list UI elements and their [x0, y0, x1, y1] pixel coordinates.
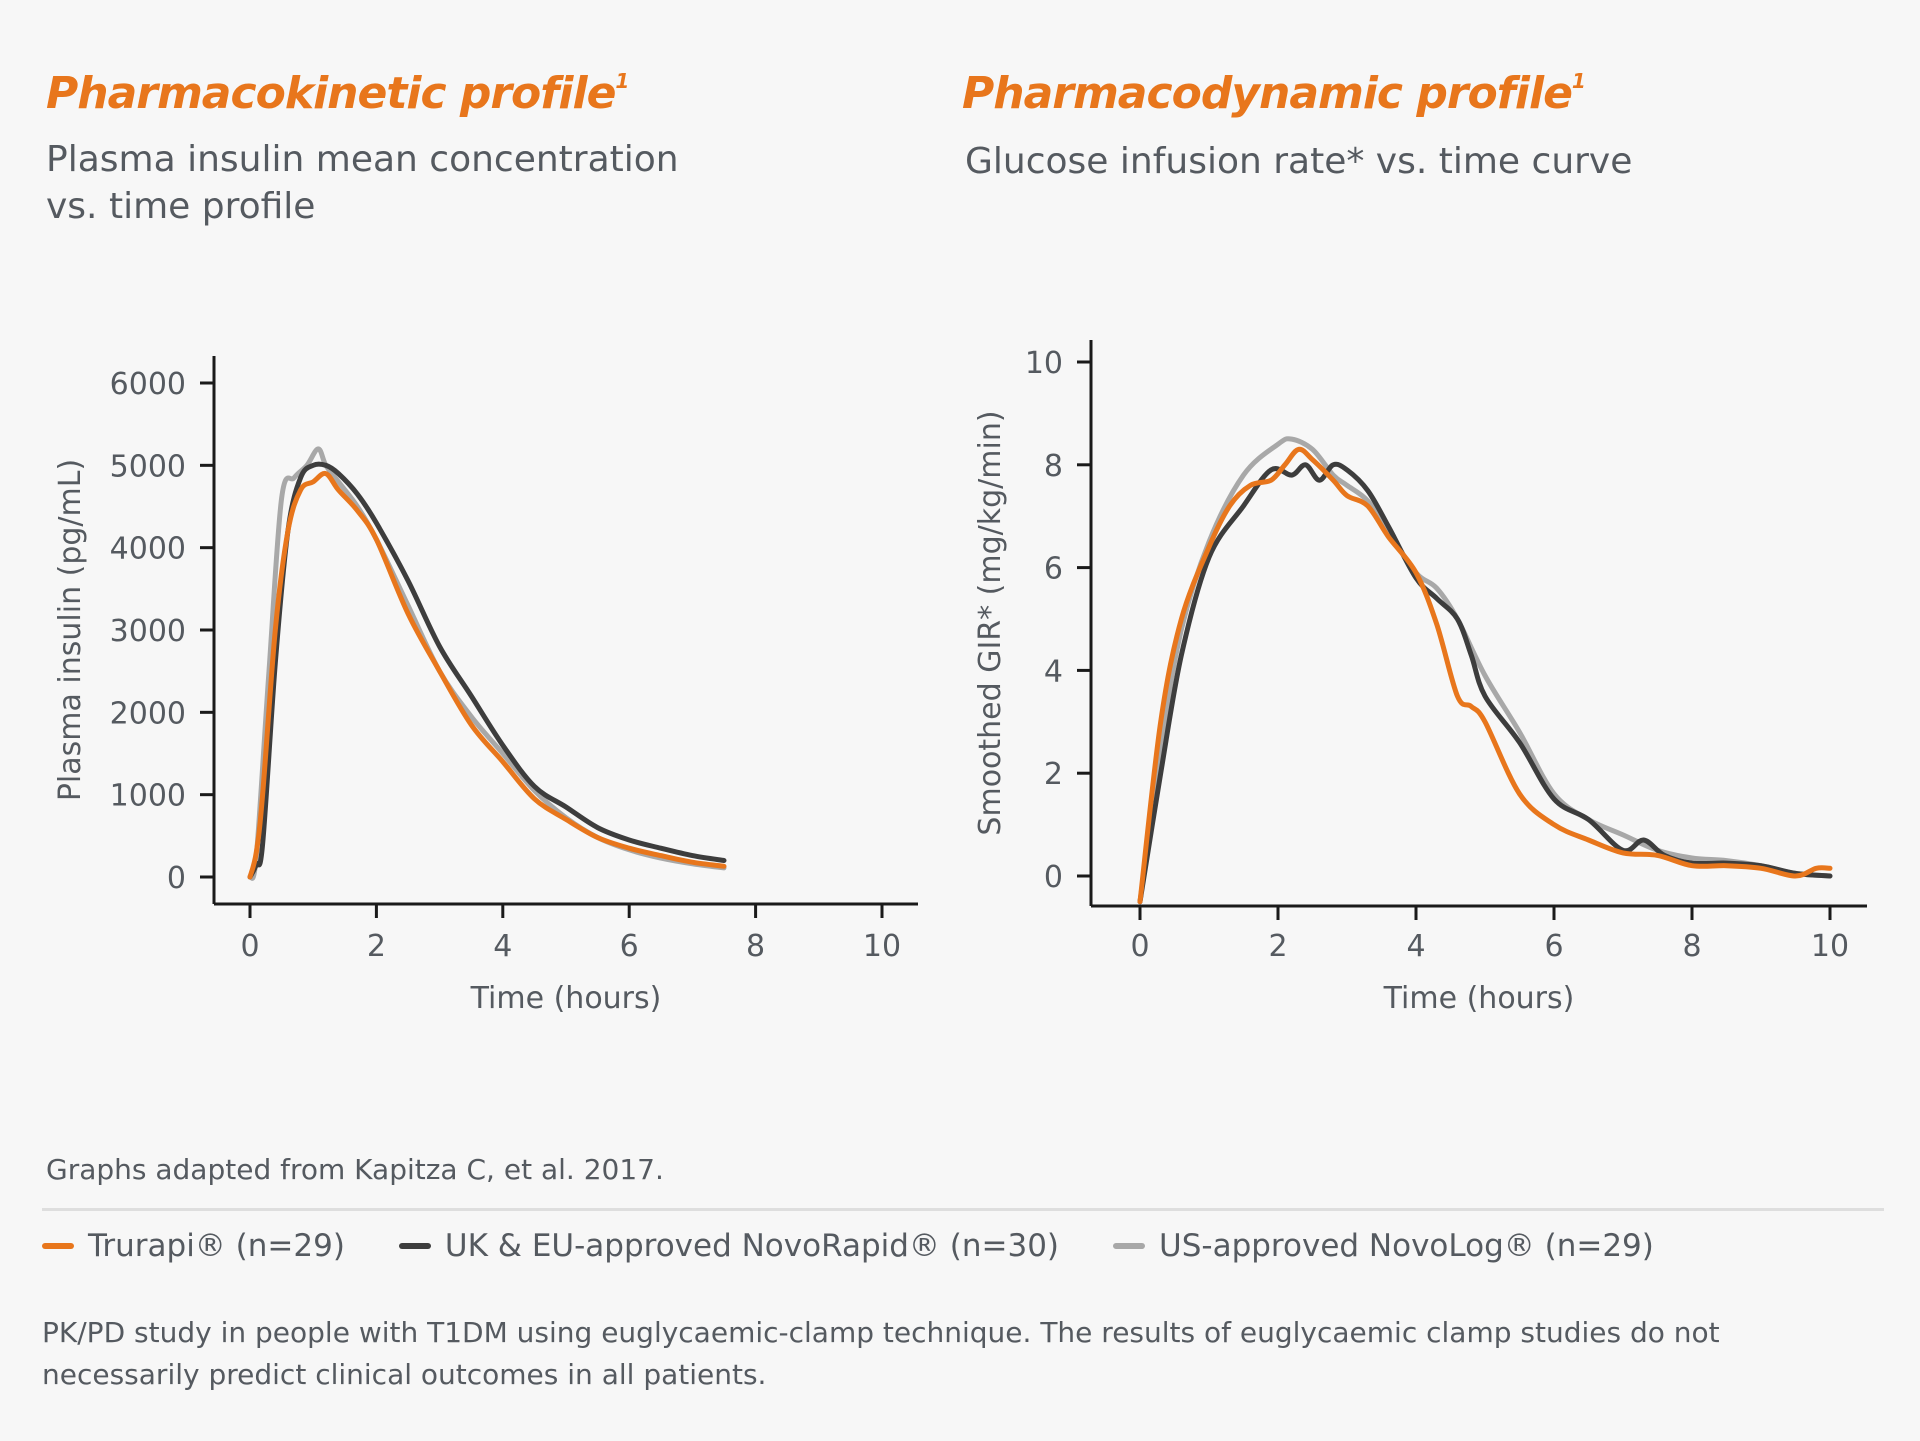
pk-x-tick-label: 6: [620, 929, 639, 964]
pk-y-tick-label: 3000: [110, 614, 186, 649]
pk-title-text: Pharmacokinetic profile: [46, 68, 616, 119]
legend-item-novorapid: UK & EU-approved NovoRapid® (n=30): [398, 1228, 1060, 1264]
pk-y-tick-label: 2000: [110, 696, 186, 731]
pk-series-line-2: [247, 470, 727, 880]
pd-y-axis-title: Smoothed GIR* (mg/kg/min): [973, 410, 1008, 835]
legend-item-trurapi: Trurapi® (n=29): [42, 1228, 345, 1264]
legend-swatch-novorapid: [398, 1243, 431, 1249]
pd-x-tick-label: 6: [1544, 929, 1563, 964]
pd-chart: 0 2 4 6 8 10 0 2 4 6 8 10 Time (hours) Smoothed GIR* …: [973, 340, 1867, 1016]
pd-y-tick-label: 4: [1044, 654, 1063, 689]
pk-subtitle: Plasma insulin mean concentration vs. ti…: [46, 139, 679, 227]
pk-y-tick-label: 0: [167, 861, 186, 896]
pk-title: Pharmacokinetic profile1: [46, 68, 629, 119]
pk-title-footnote-mark: 1: [615, 69, 629, 94]
divider: [42, 1208, 1884, 1211]
pk-chart: 0 1000 2000 3000 4000 5000 6000 0 2 4 6 8 10 Time (ho…: [53, 356, 918, 1016]
pd-title: Pharmacodynamic profile1: [962, 68, 1586, 119]
pd-y-tick-label: 6: [1044, 552, 1063, 587]
pd-x-tick-label: 0: [1130, 929, 1149, 964]
source-note: Graphs adapted from Kapitza C, et al. 20…: [46, 1153, 664, 1186]
legend-label-trurapi: Trurapi® (n=29): [88, 1228, 345, 1264]
pd-x-tick-label: 8: [1682, 929, 1701, 964]
pk-x-tick-label: 10: [863, 929, 901, 964]
pk-series-line-1: [247, 461, 727, 880]
pd-title-text: Pharmacodynamic profile: [962, 68, 1573, 119]
pd-x-tick-label: 4: [1406, 929, 1425, 964]
pk-x-axis-title: Time (hours): [470, 981, 662, 1016]
pd-x-axis-title: Time (hours): [1383, 981, 1575, 1016]
legend-label-novorapid: UK & EU-approved NovoRapid® (n=30): [444, 1228, 1060, 1264]
pd-y-tick-label: 8: [1044, 449, 1063, 484]
pd-x-tick-label: 10: [1811, 929, 1849, 964]
pk-y-tick-label: 1000: [110, 779, 186, 814]
pd-subtitle: Glucose infusion rate* vs. time curve: [965, 141, 1633, 182]
pk-x-tick-label: 0: [240, 929, 259, 964]
pd-title-footnote-mark: 1: [1571, 69, 1586, 94]
legend-item-novolog: US-approved NovoLog® (n=29): [1113, 1228, 1654, 1264]
legend-swatch-novolog: [1113, 1243, 1146, 1249]
legend-swatch-trurapi: [42, 1243, 74, 1249]
pk-x-tick-label: 4: [493, 929, 512, 964]
legend: Trurapi® (n=29) UK & EU-approved NovoRap…: [42, 1228, 1708, 1264]
pd-y-tick-label: 10: [1025, 346, 1063, 381]
pk-y-tick-label: 6000: [110, 367, 186, 402]
pk-x-tick-label: 2: [367, 929, 386, 964]
pk-y-tick-label: 4000: [110, 532, 186, 567]
pd-y-tick-label: 0: [1044, 860, 1063, 895]
pk-y-axis-title: Plasma insulin (pg/mL): [53, 459, 88, 801]
pk-x-tick-label: 8: [746, 929, 765, 964]
footnote: PK/PD study in people with T1DM using eu…: [42, 1316, 1720, 1391]
pd-x-tick-label: 2: [1268, 929, 1287, 964]
pd-y-tick-label: 2: [1044, 757, 1063, 792]
pk-y-tick-label: 5000: [110, 449, 186, 484]
pd-series-line-1: [1137, 461, 1833, 905]
legend-label-novolog: US-approved NovoLog® (n=29): [1159, 1228, 1654, 1264]
pd-series-line-2: [1137, 446, 1833, 905]
